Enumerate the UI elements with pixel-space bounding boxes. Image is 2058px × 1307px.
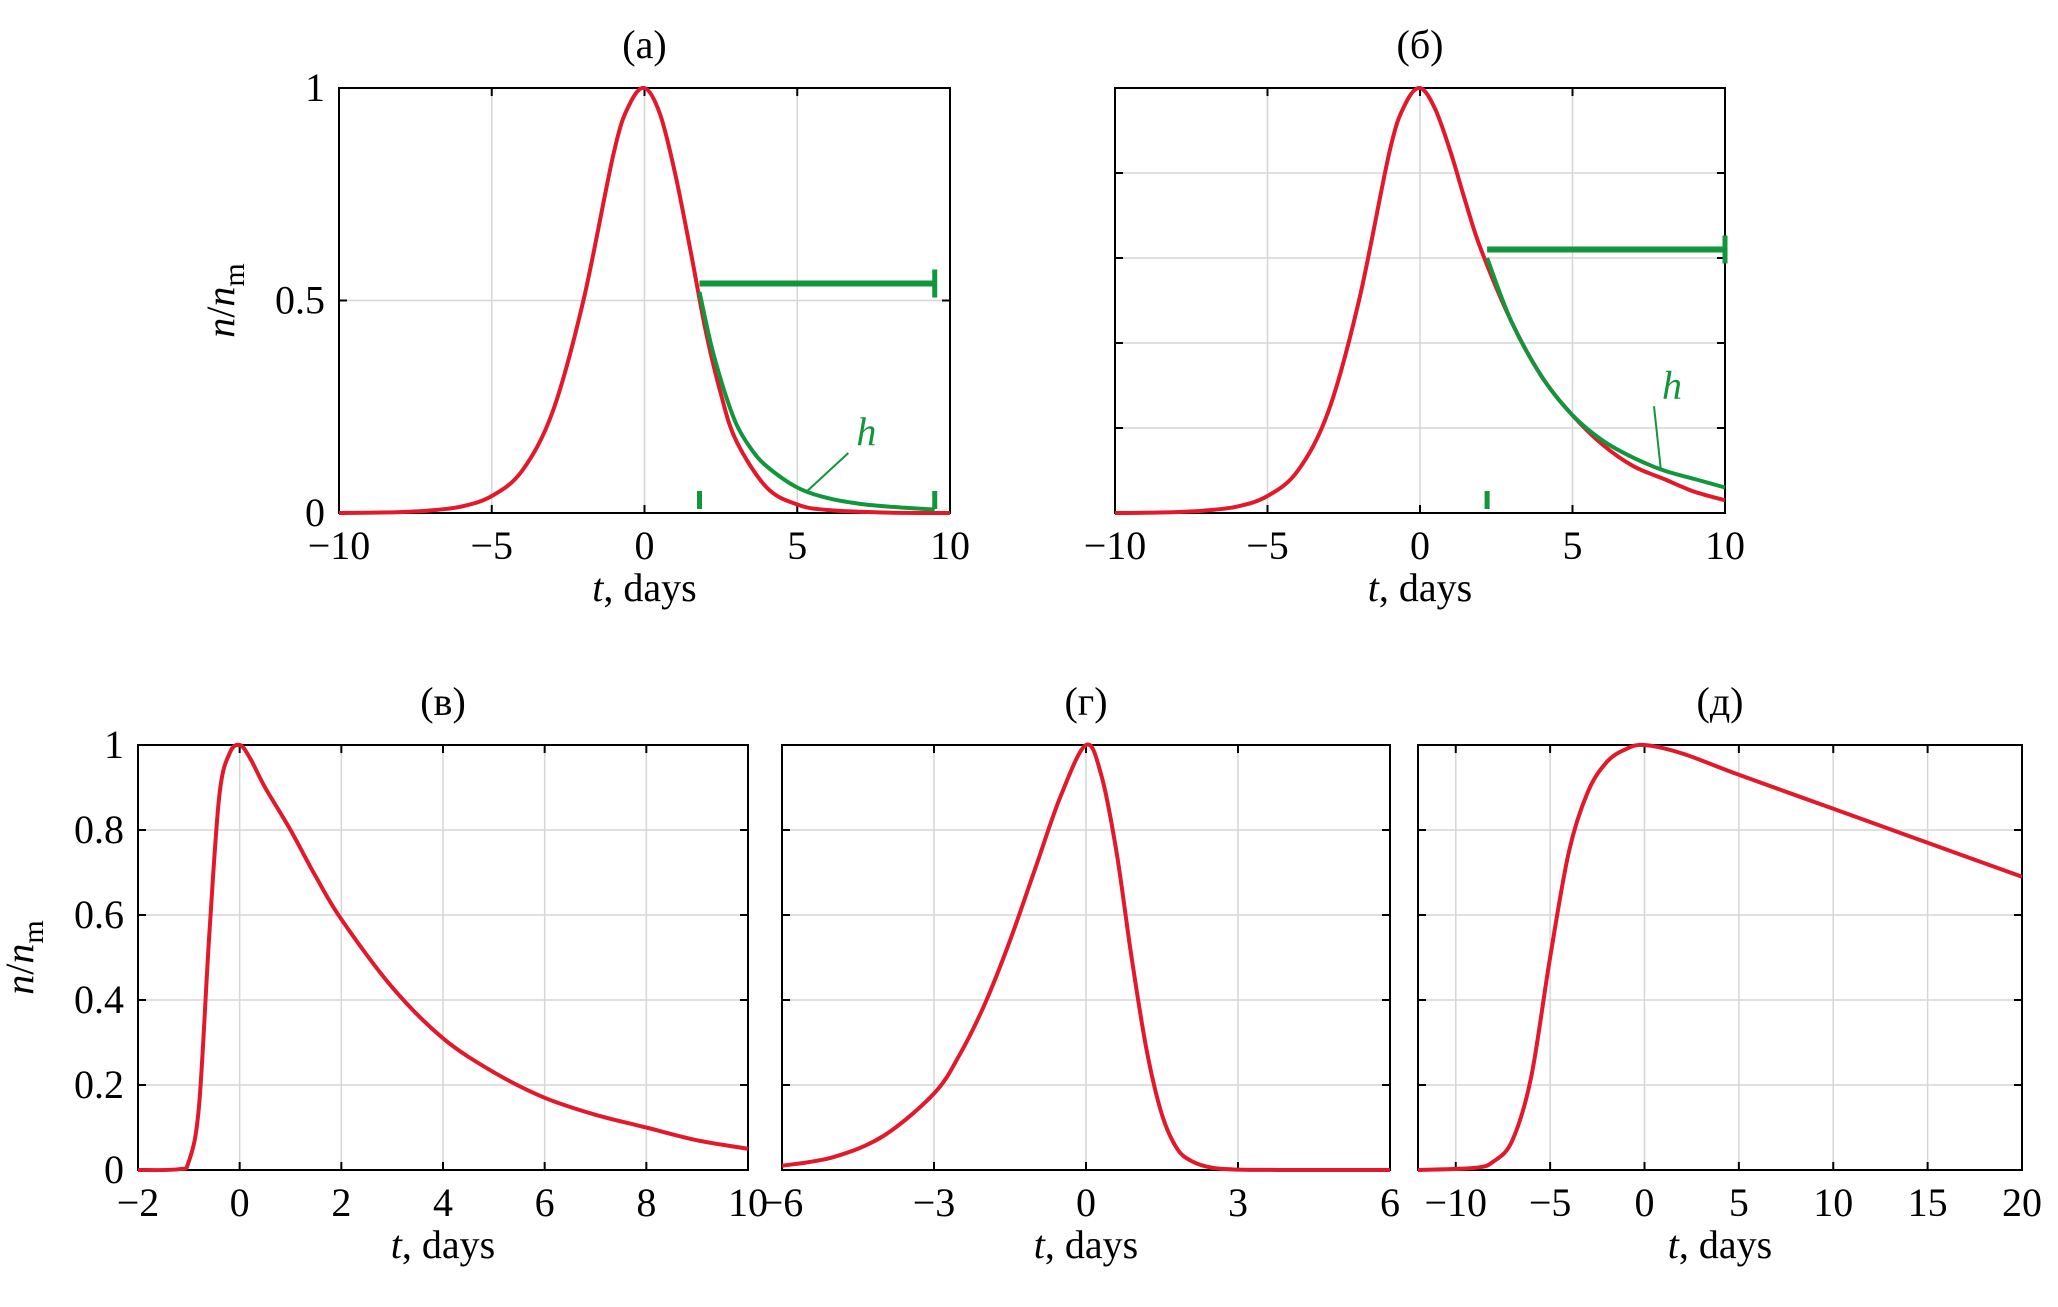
y-tick-label: 0.4 — [74, 977, 124, 1022]
x-tick-label: 0 — [1635, 1180, 1655, 1225]
x-tick-label: 6 — [1380, 1180, 1400, 1225]
x-tick-label: 0 — [1410, 523, 1430, 568]
x-tick-label: −2 — [117, 1180, 160, 1225]
x-tick-label: −10 — [1084, 523, 1147, 568]
x-tick-label: 5 — [1563, 523, 1583, 568]
chart-title: (б) — [1397, 22, 1444, 67]
y-tick-label: 0 — [305, 490, 325, 535]
series-line-0 — [1114, 86, 1726, 515]
series-line-0 — [338, 85, 951, 515]
annotation-leader — [805, 452, 850, 493]
x-tick-label: 0 — [230, 1180, 250, 1225]
y-tick-label: 0.8 — [74, 807, 124, 852]
chart-panel-3: −6 −3 0 3 6 (г) t, days — [761, 679, 1400, 1267]
x-tick-label: 10 — [728, 1180, 768, 1225]
y-tick-label: 0.6 — [74, 892, 124, 937]
annotation-label: h — [856, 409, 876, 454]
x-tick-label: −5 — [1246, 523, 1289, 568]
chart-title: (а) — [622, 22, 666, 67]
series-line-0 — [137, 742, 749, 1173]
chart-panel-4: −10 −5 0 5 10 15 20 (д) t, days — [1417, 679, 2042, 1267]
y-axis-label: n/nm — [0, 920, 50, 994]
x-tick-label: 0 — [1076, 1180, 1096, 1225]
x-axis-label: t, days — [592, 565, 696, 610]
x-tick-label: 5 — [1729, 1180, 1749, 1225]
chart-title: (в) — [420, 679, 466, 724]
x-tick-label: −6 — [761, 1180, 804, 1225]
x-tick-label: 10 — [1813, 1180, 1853, 1225]
x-axis-label: t, days — [391, 1222, 495, 1267]
series-line-0 — [781, 742, 1391, 1173]
x-tick-label: 4 — [433, 1180, 453, 1225]
annotation-leader — [1653, 406, 1662, 471]
x-tick-label: −10 — [308, 523, 371, 568]
x-tick-label: 5 — [787, 523, 807, 568]
x-tick-label: −5 — [1529, 1180, 1572, 1225]
y-tick-label: 0 — [104, 1147, 124, 1192]
x-tick-label: 0 — [635, 523, 655, 568]
x-tick-label: −10 — [1424, 1180, 1487, 1225]
x-axis-label: t, days — [1034, 1222, 1138, 1267]
x-tick-label: −5 — [470, 523, 513, 568]
series-line-1 — [1485, 257, 1726, 490]
x-tick-label: 10 — [1705, 523, 1745, 568]
x-tick-label: 2 — [331, 1180, 351, 1225]
x-tick-label: 10 — [930, 523, 970, 568]
chart-title: (д) — [1697, 679, 1744, 724]
x-tick-label: 3 — [1228, 1180, 1248, 1225]
x-axis-label: t, days — [1668, 1222, 1772, 1267]
annotation-label: h — [1662, 362, 1682, 407]
x-tick-label: 20 — [2002, 1180, 2042, 1225]
x-axis-label: t, days — [1368, 565, 1472, 610]
chart-panel-1: −10 −5 0 5 10 (б) t, days h — [1084, 22, 1745, 610]
x-tick-label: 8 — [636, 1180, 656, 1225]
y-tick-label: 0.5 — [275, 278, 325, 323]
y-tick-label: 1 — [104, 722, 124, 767]
plot-frame — [1417, 744, 2023, 1171]
series-line-1 — [697, 291, 935, 512]
y-tick-label: 1 — [305, 65, 325, 110]
y-tick-label: 0.2 — [74, 1062, 124, 1107]
x-tick-label: −3 — [913, 1180, 956, 1225]
chart-panel-0: −10 −5 0 5 10 0 0.5 1 (а) t, days n/nm h — [198, 22, 970, 610]
x-tick-label: 6 — [535, 1180, 555, 1225]
chart-title: (г) — [1064, 679, 1107, 724]
x-tick-label: 15 — [1908, 1180, 1948, 1225]
series-line-0 — [1417, 742, 2023, 1172]
y-axis-label: n/nm — [198, 263, 251, 337]
